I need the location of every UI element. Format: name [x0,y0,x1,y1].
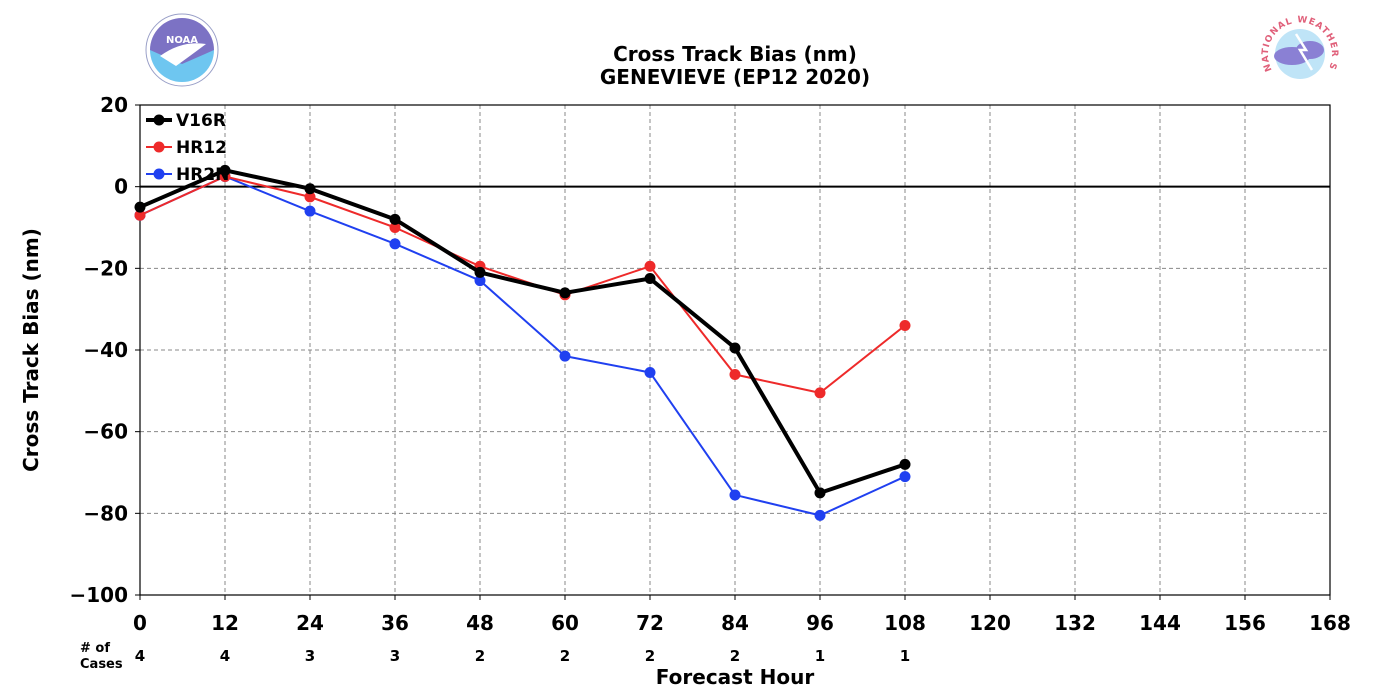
series-line-v16r [139,168,906,495]
x-tick-label: 84 [721,611,749,635]
data-point-v16r [729,342,741,354]
chart-subtitle: GENEVIEVE (EP12 2020) [600,65,870,89]
case-count: 4 [220,647,230,665]
data-point-v16r [389,213,401,225]
y-tick-label: −80 [83,501,128,525]
x-tick-label: 144 [1139,611,1181,635]
data-point-hr2n [644,366,656,378]
x-tick-label: 12 [211,611,239,635]
y-tick-label: 20 [100,93,128,117]
data-point-hr2n [389,238,401,250]
data-point-hr12 [899,320,911,331]
case-count: 3 [305,647,315,665]
data-point-hr12 [644,260,656,272]
data-point-v16r [304,183,316,195]
case-count: 1 [815,647,825,665]
x-tick-label: 60 [551,611,579,635]
x-tick-label: 120 [969,611,1011,635]
case-count: 4 [135,647,145,665]
data-point-v16r [559,287,571,299]
legend-marker-v16r [153,114,165,126]
x-tick-label: 132 [1054,611,1096,635]
data-point-hr12 [389,222,401,233]
legend-label-hr2n: HR2N [176,165,229,185]
y-tick-label: −20 [83,256,128,280]
data-point-hr2n [899,471,911,483]
data-point-v16r [814,487,826,499]
x-tick-label: 24 [296,611,324,635]
data-point-hr2n [474,275,486,287]
y-tick-label: −60 [83,420,128,444]
case-count: 3 [390,647,400,665]
series-line-hr2n [139,175,906,517]
x-tick-label: 108 [884,611,926,635]
case-count: 2 [730,647,740,665]
data-point-hr12 [814,387,826,399]
x-tick-label: 0 [133,611,147,635]
cases-label-line1: # of [80,641,110,656]
data-point-hr2n [559,350,571,362]
series-layer [134,164,911,521]
case-count: 2 [475,647,485,665]
y-tick-labels: 20 0 −20 −40 −60 −80 −100 [69,93,140,607]
legend-marker-hr12 [153,141,165,153]
legend-label-v16r: V16R [176,111,226,131]
x-tick-label: 168 [1309,611,1351,635]
data-point-hr2n [814,509,826,521]
x-axis-label: Forecast Hour [656,665,815,689]
y-tick-label: −100 [69,583,128,607]
data-point-v16r [474,266,486,278]
svg-text:NOAA: NOAA [166,35,198,46]
data-point-hr12 [304,191,316,203]
case-count: 1 [900,647,910,665]
case-count: 2 [560,647,570,665]
data-point-hr12 [729,369,741,380]
case-count: 2 [645,647,655,665]
x-tick-labels: 0 12 24 36 48 60 72 84 96 108 120 132 144 156 168 [133,595,1351,635]
x-tick-label: 36 [381,611,409,635]
data-point-hr2n [304,205,316,217]
data-point-v16r [899,458,911,470]
cases-row: 4 4 3 3 2 2 2 2 1 1 [135,647,910,665]
grid [140,105,1330,595]
cases-label-line2: Cases [80,657,123,672]
y-axis-label: Cross Track Bias (nm) [19,228,43,472]
legend-label-hr12: HR12 [176,138,227,158]
x-tick-label: 96 [806,611,834,635]
x-tick-label: 48 [466,611,494,635]
data-point-hr12 [134,209,146,221]
x-tick-label: 156 [1224,611,1266,635]
y-tick-label: −40 [83,338,128,362]
legend: V16R HR12 HR2N [146,111,229,185]
data-point-v16r [134,201,146,213]
y-tick-label: 0 [114,175,128,199]
data-point-v16r [219,164,231,176]
data-point-v16r [644,273,656,285]
chart-title: Cross Track Bias (nm) [613,42,857,66]
noaa-logo: NOAA [145,13,219,87]
data-point-hr2n [729,489,741,501]
legend-marker-hr2n [153,168,165,180]
x-tick-label: 72 [636,611,664,635]
